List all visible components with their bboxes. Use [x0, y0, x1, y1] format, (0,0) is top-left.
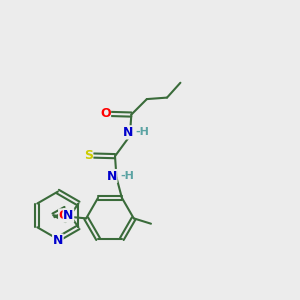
Text: N: N: [123, 126, 134, 139]
Text: -H: -H: [120, 171, 134, 181]
Text: N: N: [53, 234, 63, 247]
Text: S: S: [84, 149, 93, 162]
Text: -H: -H: [136, 128, 150, 137]
Text: N: N: [106, 169, 117, 183]
Text: O: O: [59, 209, 69, 222]
Text: O: O: [100, 107, 110, 121]
Text: N: N: [63, 209, 74, 222]
